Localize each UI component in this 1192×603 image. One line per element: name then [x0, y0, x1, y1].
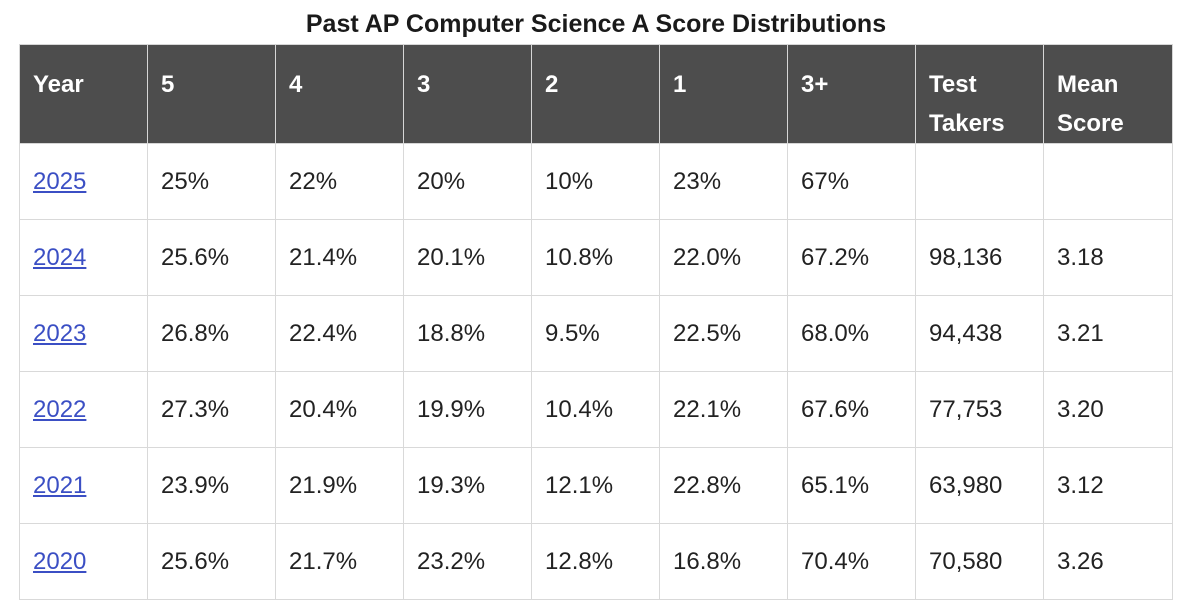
table-row: 2025 25% 22% 20% 10% 23% 67% — [19, 143, 1173, 220]
year-link[interactable]: 2021 — [33, 471, 87, 499]
score-3-cell: 20.1% — [403, 219, 532, 296]
score-3-plus-cell: 67% — [787, 143, 916, 220]
year-cell: 2025 — [19, 143, 148, 220]
header-test-takers: Test Takers — [915, 44, 1044, 144]
year-link[interactable]: 2025 — [33, 167, 87, 195]
score-3-cell: 19.3% — [403, 447, 532, 524]
score-1-cell: 16.8% — [659, 523, 788, 600]
score-5-cell: 25.6% — [147, 523, 276, 600]
year-cell: 2023 — [19, 295, 148, 372]
year-cell: 2024 — [19, 219, 148, 296]
table-row: 2024 25.6% 21.4% 20.1% 10.8% 22.0% 67.2%… — [19, 219, 1173, 296]
header-score-3: 3 — [403, 44, 532, 144]
test-takers-cell: 94,438 — [915, 295, 1044, 372]
year-cell: 2020 — [19, 523, 148, 600]
header-row: Year 5 4 3 2 1 3+ Test Takers Mean Score — [19, 44, 1173, 144]
score-4-cell: 22.4% — [275, 295, 404, 372]
score-3-cell: 23.2% — [403, 523, 532, 600]
score-3-plus-cell: 67.2% — [787, 219, 916, 296]
header-score-2: 2 — [531, 44, 660, 144]
score-5-cell: 25% — [147, 143, 276, 220]
header-mean-score: Mean Score — [1043, 44, 1173, 144]
year-link[interactable]: 2023 — [33, 319, 87, 347]
score-3-plus-cell: 65.1% — [787, 447, 916, 524]
score-1-cell: 22.1% — [659, 371, 788, 448]
score-2-cell: 9.5% — [531, 295, 660, 372]
score-1-cell: 22.5% — [659, 295, 788, 372]
table-row: 2023 26.8% 22.4% 18.8% 9.5% 22.5% 68.0% … — [19, 295, 1173, 372]
table-row: 2022 27.3% 20.4% 19.9% 10.4% 22.1% 67.6%… — [19, 371, 1173, 448]
mean-score-cell: 3.21 — [1043, 295, 1173, 372]
score-2-cell: 10.4% — [531, 371, 660, 448]
year-link[interactable]: 2024 — [33, 243, 87, 271]
mean-score-cell: 3.12 — [1043, 447, 1173, 524]
score-2-cell: 10% — [531, 143, 660, 220]
table-title: Past AP Computer Science A Score Distrib… — [305, 10, 887, 38]
test-takers-cell: 63,980 — [915, 447, 1044, 524]
score-1-cell: 23% — [659, 143, 788, 220]
header-year: Year — [19, 44, 148, 144]
score-4-cell: 21.4% — [275, 219, 404, 296]
table-row: 2020 25.6% 21.7% 23.2% 12.8% 16.8% 70.4%… — [19, 523, 1173, 600]
year-cell: 2021 — [19, 447, 148, 524]
score-4-cell: 22% — [275, 143, 404, 220]
mean-score-cell: 3.18 — [1043, 219, 1173, 296]
score-4-cell: 20.4% — [275, 371, 404, 448]
test-takers-cell — [915, 143, 1044, 220]
score-3-plus-cell: 67.6% — [787, 371, 916, 448]
test-takers-cell: 70,580 — [915, 523, 1044, 600]
score-2-cell: 12.1% — [531, 447, 660, 524]
score-4-cell: 21.9% — [275, 447, 404, 524]
score-2-cell: 12.8% — [531, 523, 660, 600]
score-3-cell: 18.8% — [403, 295, 532, 372]
test-takers-cell: 77,753 — [915, 371, 1044, 448]
header-score-4: 4 — [275, 44, 404, 144]
score-1-cell: 22.8% — [659, 447, 788, 524]
mean-score-cell: 3.26 — [1043, 523, 1173, 600]
score-2-cell: 10.8% — [531, 219, 660, 296]
year-link[interactable]: 2022 — [33, 395, 87, 423]
score-5-cell: 25.6% — [147, 219, 276, 296]
score-3-plus-cell: 68.0% — [787, 295, 916, 372]
table-row: 2021 23.9% 21.9% 19.3% 12.1% 22.8% 65.1%… — [19, 447, 1173, 524]
score-1-cell: 22.0% — [659, 219, 788, 296]
score-5-cell: 26.8% — [147, 295, 276, 372]
header-score-5: 5 — [147, 44, 276, 144]
score-3-cell: 20% — [403, 143, 532, 220]
test-takers-cell: 98,136 — [915, 219, 1044, 296]
score-4-cell: 21.7% — [275, 523, 404, 600]
score-distribution-table: Year 5 4 3 2 1 3+ Test Takers Mean Score… — [19, 44, 1173, 600]
mean-score-cell: 3.20 — [1043, 371, 1173, 448]
score-3-cell: 19.9% — [403, 371, 532, 448]
score-3-plus-cell: 70.4% — [787, 523, 916, 600]
score-5-cell: 23.9% — [147, 447, 276, 524]
score-5-cell: 27.3% — [147, 371, 276, 448]
header-score-1: 1 — [659, 44, 788, 144]
year-link[interactable]: 2020 — [33, 547, 87, 575]
mean-score-cell — [1043, 143, 1173, 220]
header-score-3-plus: 3+ — [787, 44, 916, 144]
year-cell: 2022 — [19, 371, 148, 448]
